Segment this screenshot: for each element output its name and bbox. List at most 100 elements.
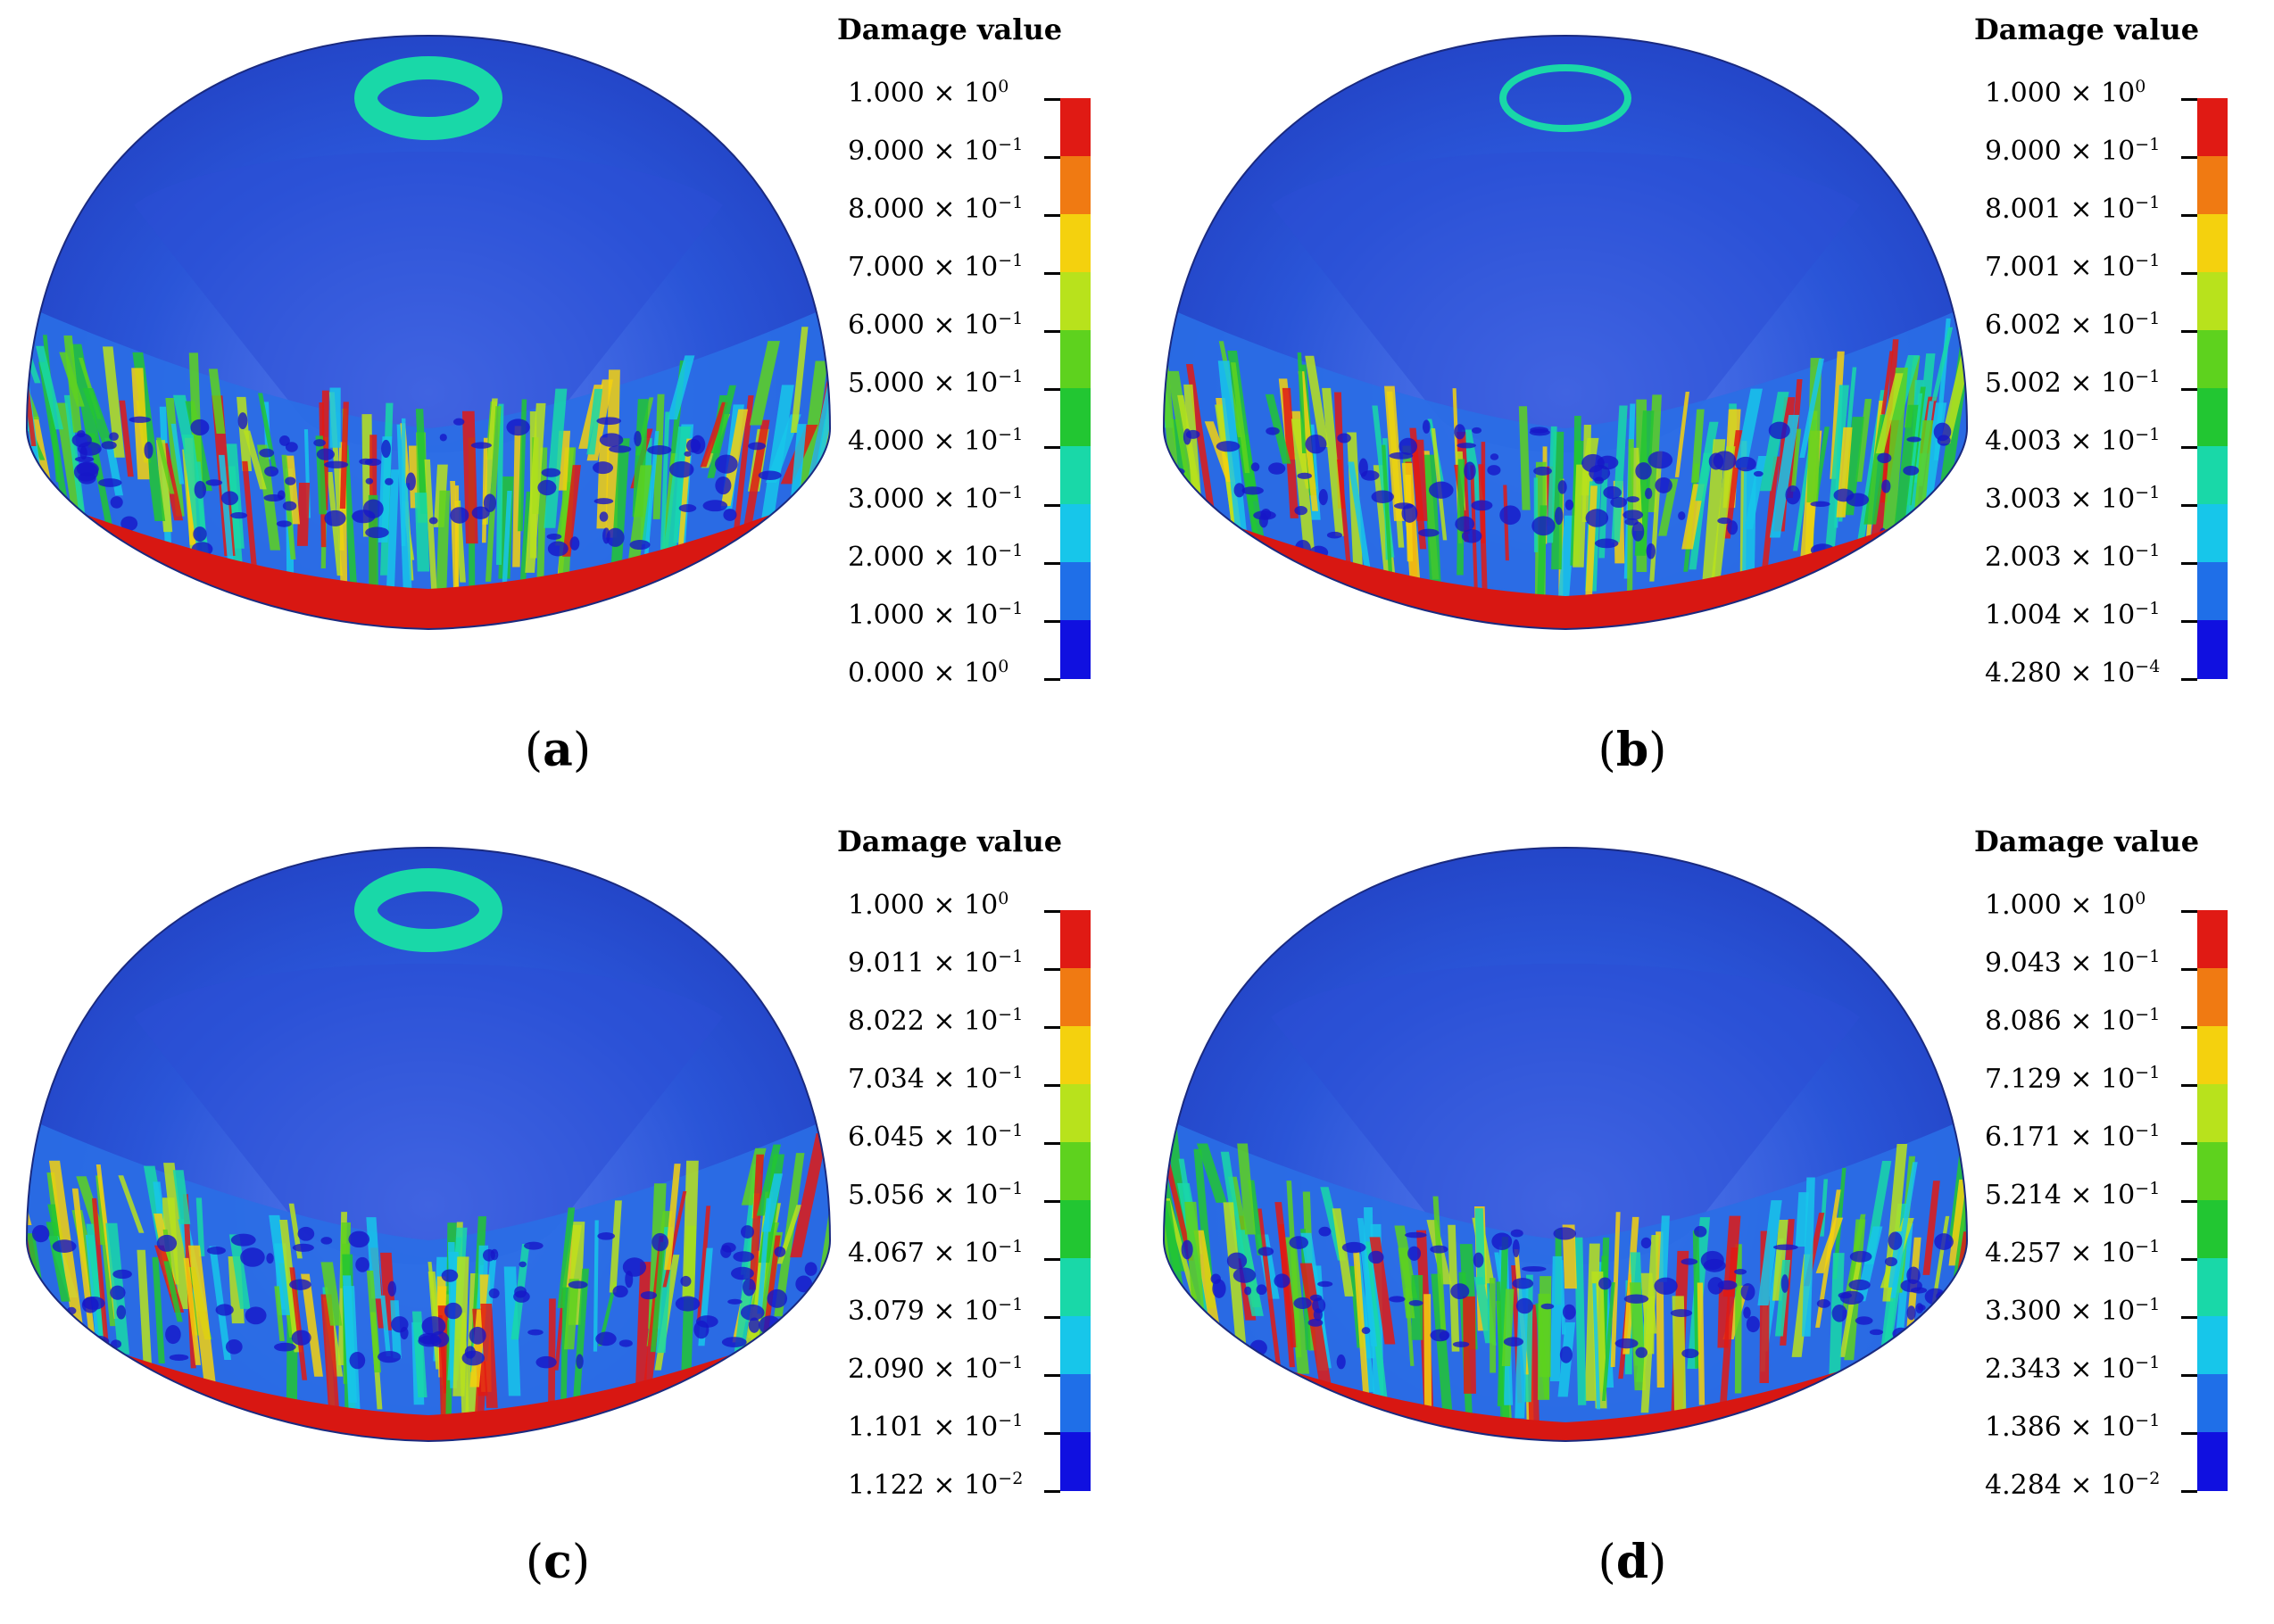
legend-tick: [1044, 504, 1060, 507]
legend-tick: [2181, 910, 2197, 913]
legend-tick: [1044, 1200, 1060, 1203]
damage-value-legend: Damage value 1.000 × 100 9.000 × 10−1 8.000…: [830, 0, 1125, 714]
dome-contour-plot: [1162, 34, 1969, 631]
color-scale-segment: [1060, 1084, 1091, 1143]
legend-tick: [2181, 968, 2197, 971]
color-scale-segment: [2197, 388, 2228, 447]
color-scale-segment: [2197, 910, 2228, 969]
legend-label: 2.090 × 10−1: [848, 1353, 1024, 1385]
legend-label: 2.000 × 10−1: [848, 541, 1024, 573]
legend-tick: [2181, 1142, 2197, 1145]
legend-label: 9.000 × 10−1: [848, 135, 1024, 167]
legend-tick: [1044, 1026, 1060, 1029]
legend-label: 3.003 × 10−1: [1985, 483, 2161, 515]
legend-label: 8.000 × 10−1: [848, 193, 1024, 225]
color-scale-segment: [1060, 214, 1091, 273]
legend-tick: [2181, 446, 2197, 449]
legend-label: 9.000 × 10−1: [1985, 135, 2161, 167]
legend-tick: [1044, 1084, 1060, 1087]
color-scale-segment: [2197, 504, 2228, 563]
legend-title: Damage value: [837, 12, 1063, 46]
panel-b: Damage value 1.000 × 100 9.000 × 10−1 8.001…: [1137, 0, 2274, 812]
legend-label: 5.002 × 10−1: [1985, 367, 2161, 399]
legend-tick: [2181, 272, 2197, 275]
color-scale-segment: [2197, 1142, 2228, 1201]
legend-label: 3.079 × 10−1: [848, 1295, 1024, 1327]
color-scale-segment: [1060, 156, 1091, 215]
panel-caption: (b): [1598, 723, 1667, 777]
legend-tick: [2181, 678, 2197, 681]
apex-damage-ring: [354, 56, 502, 140]
legend-label: 7.129 × 10−1: [1985, 1063, 2161, 1095]
color-scale-segment: [2197, 1374, 2228, 1433]
legend-tick: [2181, 1374, 2197, 1377]
color-scale-segment: [2197, 1200, 2228, 1259]
legend-label: 4.280 × 10−4: [1985, 657, 2161, 689]
color-scale-segment: [1060, 504, 1091, 563]
legend-label: 6.002 × 10−1: [1985, 309, 2161, 341]
legend-tick: [1044, 388, 1060, 391]
color-scale-segment: [2197, 620, 2228, 679]
legend-label: 1.000 × 100: [848, 889, 1009, 921]
color-scale-segment: [1060, 1258, 1091, 1317]
color-scale-segment: [1060, 272, 1091, 331]
color-scale-bar: [1060, 910, 1091, 1491]
panel-caption: (c): [525, 1535, 591, 1589]
legend-label: 1.000 × 100: [848, 77, 1009, 109]
legend-label: 5.214 × 10−1: [1985, 1179, 2161, 1211]
color-scale-segment: [2197, 156, 2228, 215]
legend-tick: [2181, 1026, 2197, 1029]
color-scale-segment: [1060, 1374, 1091, 1433]
legend-tick: [1044, 910, 1060, 913]
color-scale-segment: [1060, 330, 1091, 389]
legend-tick: [1044, 156, 1060, 159]
legend-label: 4.067 × 10−1: [848, 1237, 1024, 1269]
legend-tick: [1044, 1374, 1060, 1377]
color-scale-segment: [2197, 446, 2228, 505]
legend-label: 6.171 × 10−1: [1985, 1121, 2161, 1153]
legend-tick: [1044, 1432, 1060, 1435]
color-scale-segment: [2197, 562, 2228, 621]
legend-label: 1.386 × 10−1: [1985, 1411, 2161, 1443]
panel-c: Damage value 1.000 × 100 9.011 × 10−1 8.022…: [0, 812, 1137, 1624]
color-scale-segment: [1060, 1142, 1091, 1201]
legend-label: 0.000 × 100: [848, 657, 1009, 689]
color-scale-segment: [1060, 562, 1091, 621]
legend-label: 9.043 × 10−1: [1985, 947, 2161, 979]
legend-tick: [2181, 214, 2197, 217]
legend-tick: [1044, 330, 1060, 333]
legend-tick: [2181, 330, 2197, 333]
color-scale-segment: [2197, 98, 2228, 157]
dome-contour-plot: [25, 34, 832, 631]
color-scale-segment: [2197, 272, 2228, 331]
legend-tick: [2181, 1200, 2197, 1203]
legend-label: 1.004 × 10−1: [1985, 599, 2161, 631]
color-scale-segment: [1060, 1432, 1091, 1491]
legend-tick: [2181, 620, 2197, 623]
apex-damage-ring: [354, 868, 502, 952]
legend-label: 5.056 × 10−1: [848, 1179, 1024, 1211]
color-scale-segment: [1060, 446, 1091, 505]
legend-tick: [1044, 620, 1060, 623]
legend-tick: [1044, 98, 1060, 101]
legend-label: 2.003 × 10−1: [1985, 541, 2161, 573]
color-scale-segment: [1060, 1316, 1091, 1375]
legend-label: 1.122 × 10−2: [848, 1469, 1024, 1501]
legend-tick: [1044, 1142, 1060, 1145]
panel-caption: (d): [1598, 1535, 1667, 1589]
panel-a: Damage value 1.000 × 100 9.000 × 10−1 8.000…: [0, 0, 1137, 812]
legend-label: 4.000 × 10−1: [848, 425, 1024, 457]
legend-label: 1.000 × 10−1: [848, 599, 1024, 631]
legend-label: 3.000 × 10−1: [848, 483, 1024, 515]
legend-label: 2.343 × 10−1: [1985, 1353, 2161, 1385]
panel-d: Damage value 1.000 × 100 9.043 × 10−1 8.086…: [1137, 812, 2274, 1624]
color-scale-segment: [2197, 1316, 2228, 1375]
color-scale-bar: [2197, 98, 2228, 679]
legend-title: Damage value: [837, 824, 1063, 858]
color-scale-segment: [2197, 968, 2228, 1027]
color-scale-segment: [1060, 1200, 1091, 1259]
color-scale-segment: [2197, 1432, 2228, 1491]
color-scale-segment: [1060, 388, 1091, 447]
legend-tick: [1044, 1490, 1060, 1493]
legend-title: Damage value: [1974, 824, 2200, 858]
